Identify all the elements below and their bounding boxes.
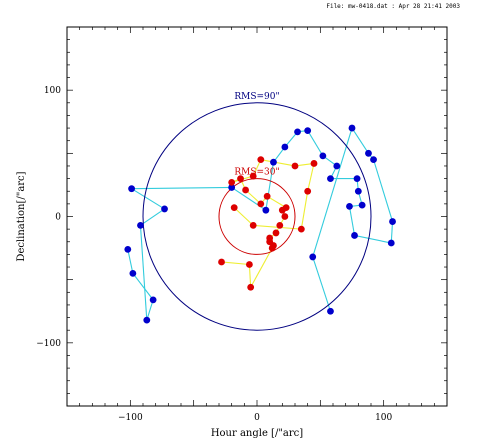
data-point xyxy=(137,221,144,229)
connection-line xyxy=(221,261,250,266)
connection-line xyxy=(307,163,315,192)
y-axis-title: Declination[/"arc] xyxy=(16,171,27,261)
connection-line xyxy=(248,264,252,288)
data-point xyxy=(246,261,253,268)
data-point xyxy=(309,253,317,261)
x-tick-label: 0 xyxy=(254,413,260,423)
connection-line xyxy=(351,127,369,154)
x-tick-label: −100 xyxy=(118,413,143,423)
rms-circle-label: RMS=90" xyxy=(234,92,279,102)
data-point xyxy=(348,124,356,132)
connection-line xyxy=(348,206,356,236)
data-points-layer xyxy=(124,124,396,324)
data-point xyxy=(228,184,236,191)
data-point xyxy=(262,206,270,214)
data-point xyxy=(228,178,236,186)
data-point xyxy=(327,307,334,315)
data-point xyxy=(128,185,136,193)
connection-line xyxy=(140,208,165,226)
data-point xyxy=(353,175,361,183)
data-point xyxy=(270,242,277,249)
data-point xyxy=(242,186,250,194)
data-point xyxy=(346,202,353,210)
data-point xyxy=(327,175,334,183)
connection-line xyxy=(260,159,296,167)
data-point xyxy=(257,200,265,208)
connection-line xyxy=(245,189,262,205)
data-point xyxy=(310,160,318,167)
data-point xyxy=(237,175,244,183)
data-point xyxy=(354,187,362,195)
connection-line xyxy=(265,162,275,211)
data-point xyxy=(304,127,312,134)
connection-line xyxy=(127,249,134,274)
ticks-layer: −100 0 100 −100 0 100 xyxy=(36,26,448,423)
connection-line xyxy=(312,256,331,312)
connection-line xyxy=(131,188,165,210)
connection-line xyxy=(131,186,232,190)
data-point xyxy=(257,156,265,164)
data-point xyxy=(304,187,312,195)
data-point xyxy=(389,218,396,225)
connection-line xyxy=(266,195,287,209)
data-point xyxy=(276,221,284,229)
data-point xyxy=(281,143,289,151)
data-point xyxy=(230,204,238,212)
data-point xyxy=(370,156,377,164)
connection-line xyxy=(132,273,154,301)
connection-line xyxy=(373,159,394,222)
data-point xyxy=(297,225,305,233)
data-point xyxy=(365,149,372,157)
y-tick-label: −100 xyxy=(36,339,61,349)
connection-line xyxy=(390,221,394,244)
data-point xyxy=(333,162,341,170)
connection-line xyxy=(139,225,148,321)
data-point xyxy=(143,316,151,324)
connection-line xyxy=(354,234,392,244)
data-point xyxy=(358,201,366,209)
plot-frame xyxy=(66,26,448,407)
connection-line xyxy=(250,247,273,288)
x-axis-title: Hour angle [/"arc] xyxy=(211,428,303,439)
data-point xyxy=(266,234,274,242)
connection-line xyxy=(146,299,154,321)
data-point xyxy=(218,258,225,266)
data-point xyxy=(124,245,132,253)
data-point xyxy=(129,269,137,277)
data-point xyxy=(387,239,395,247)
file-info-label: File: mw-0418.dat : Apr 28 21:41 2003 xyxy=(326,3,460,10)
data-point xyxy=(270,158,277,166)
rms-circle-label: RMS=30" xyxy=(234,168,279,178)
data-point xyxy=(263,192,271,200)
x-tick-label: 100 xyxy=(375,413,392,423)
data-point xyxy=(281,213,289,220)
y-tick-label: 0 xyxy=(55,213,61,223)
data-point xyxy=(149,296,157,304)
data-point xyxy=(161,205,168,213)
rms-circle xyxy=(218,178,296,255)
connection-line xyxy=(233,207,254,226)
connection-line xyxy=(300,191,309,230)
rms-circle xyxy=(142,102,372,331)
connection-line xyxy=(307,130,324,157)
data-point xyxy=(351,232,358,239)
data-point xyxy=(282,204,290,212)
data-point xyxy=(291,162,299,170)
data-point xyxy=(294,128,301,136)
data-point xyxy=(319,152,327,160)
data-point xyxy=(247,283,255,291)
rms-circles-layer: RMS=90" RMS=30" xyxy=(142,92,372,331)
y-tick-label: 100 xyxy=(44,86,61,96)
data-point xyxy=(272,229,280,237)
connection-line xyxy=(312,127,353,258)
data-point xyxy=(249,221,257,229)
data-point xyxy=(249,172,257,180)
